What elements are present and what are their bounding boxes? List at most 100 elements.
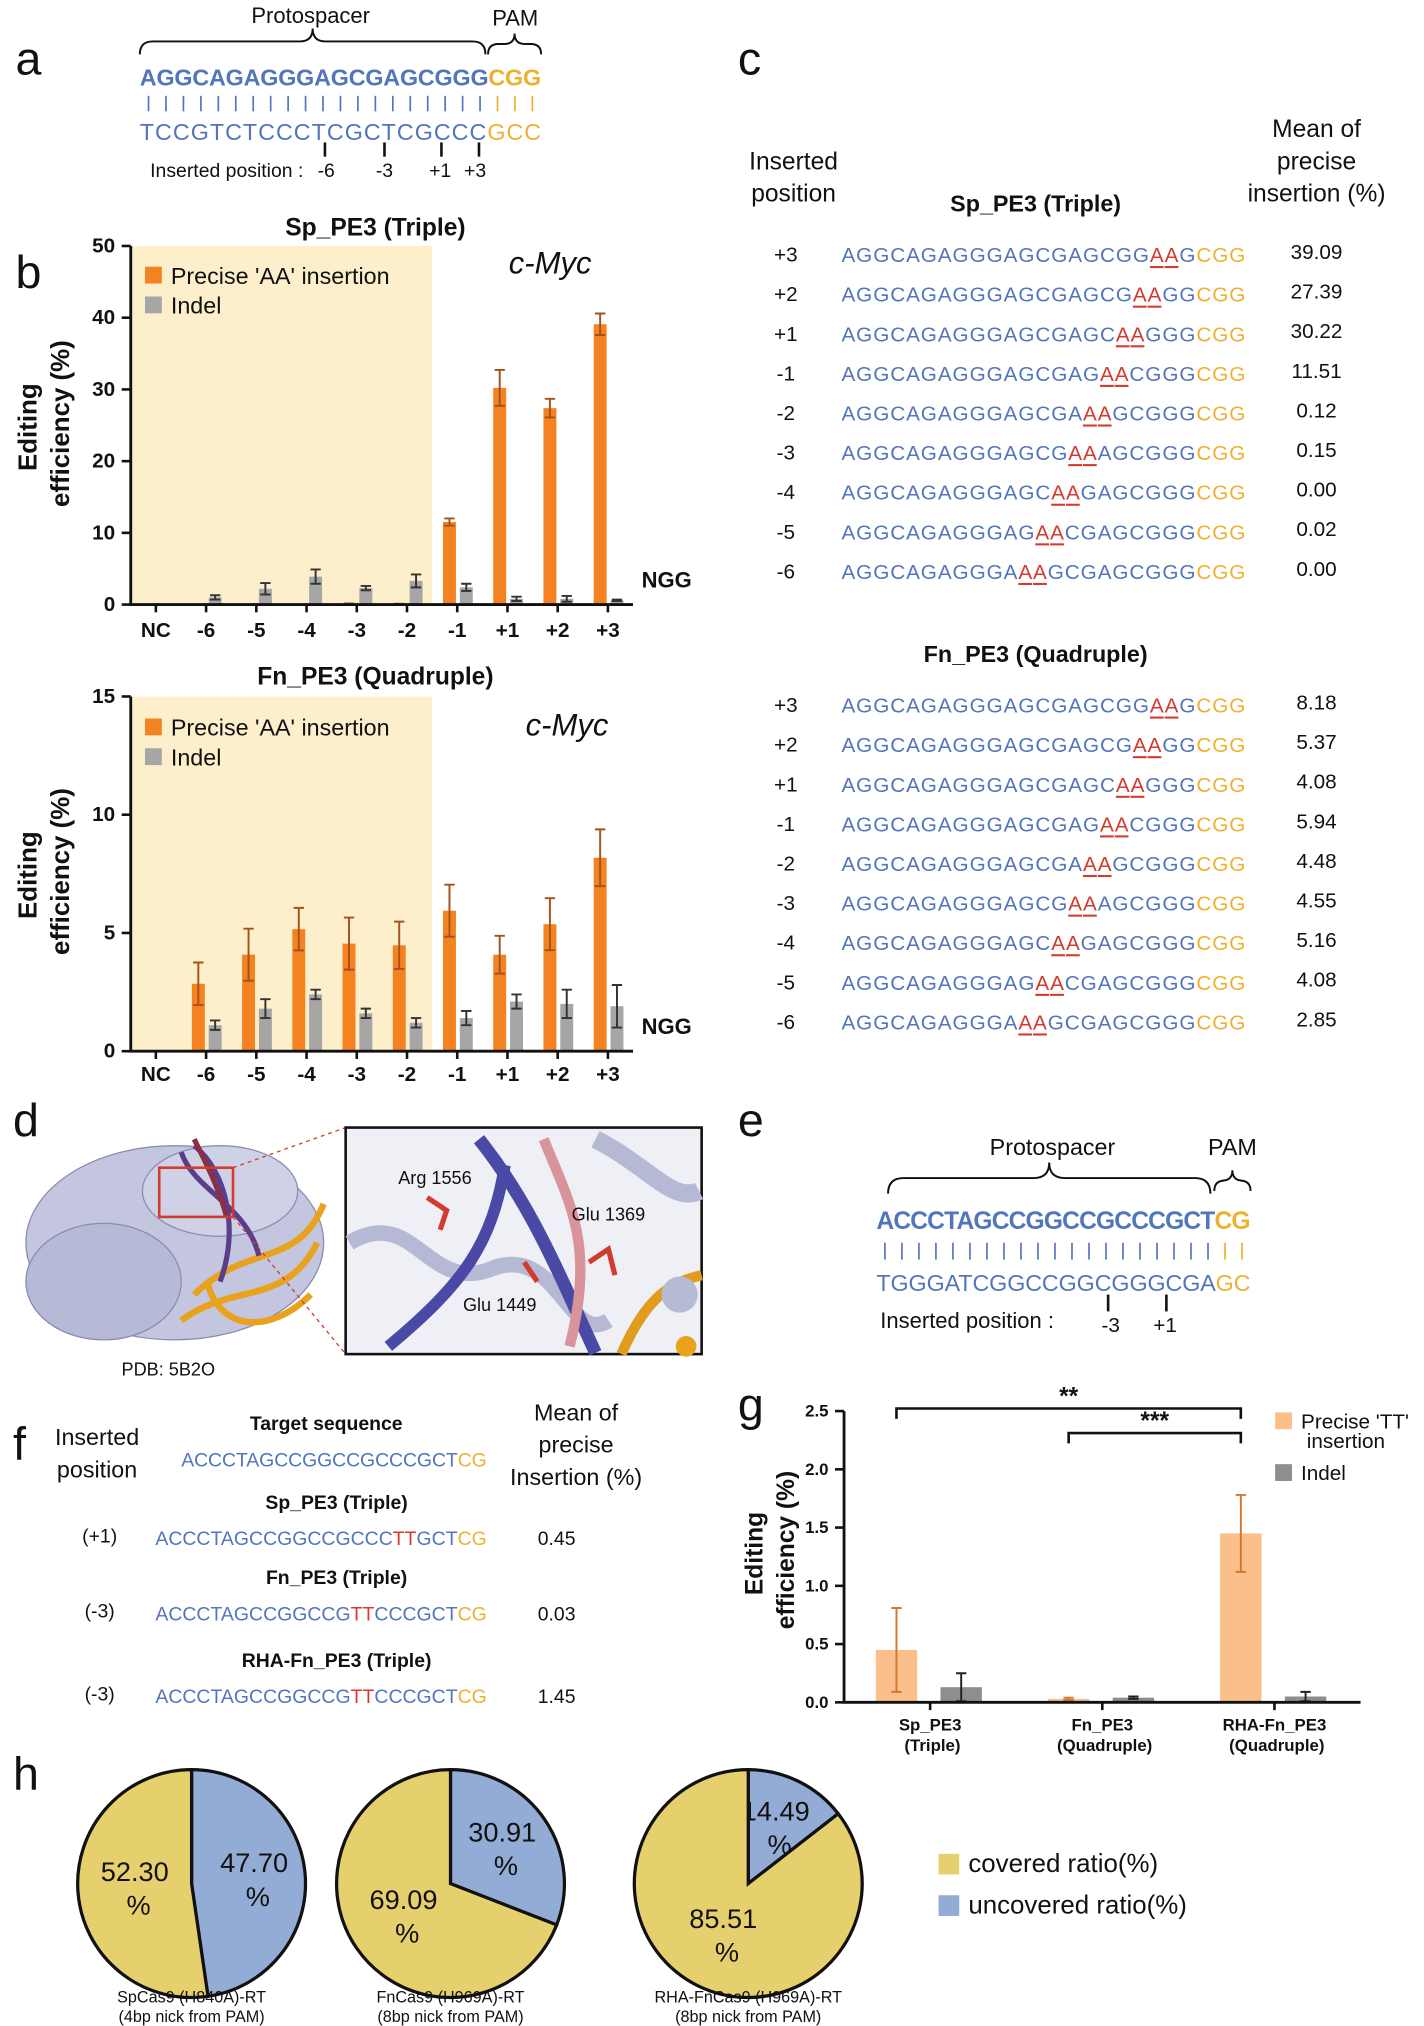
sequence-part: AGGCAGAGGGAGCGAG	[841, 813, 1099, 836]
sequence-part: AA	[1116, 323, 1145, 346]
position: +2	[774, 734, 798, 757]
mean-value: 0.15	[1296, 439, 1336, 462]
text-line: Indel	[1301, 1462, 1346, 1485]
text-line: 52.30	[101, 1855, 169, 1886]
mean-value: 0.12	[1296, 399, 1336, 422]
text-line: (Quadruple)	[1052, 1736, 1152, 1755]
residue-label: Glu 1449	[463, 1295, 537, 1315]
error-bar	[310, 988, 321, 1001]
legend-label: covered ratio(%)	[968, 1850, 1158, 1878]
legend-label: uncovered ratio(%)	[968, 1892, 1187, 1920]
sequence-part: G	[1179, 694, 1195, 717]
significance-bracket	[895, 1407, 1243, 1419]
sequence-part: AGCGGG	[1098, 442, 1196, 465]
text-line: RHA-Fn_PE3	[1223, 1715, 1327, 1734]
sequence: ACCCTAGCCGGCCGCCCTTGCTCG	[155, 1528, 486, 1550]
text-line: efficiency (%)	[47, 788, 75, 962]
text-line: %	[388, 1917, 420, 1948]
sequence-part: AA	[1083, 852, 1112, 875]
x-tick-label: +3	[596, 619, 620, 642]
position-label: -3	[376, 160, 393, 182]
pie-slice	[334, 1768, 559, 2000]
error-bar	[594, 828, 606, 888]
error-bar	[310, 568, 321, 585]
position: -1	[777, 362, 795, 385]
mean-value: 5.37	[1296, 731, 1336, 754]
y-axis-label: Editing efficiency (%)	[14, 340, 74, 514]
panel-label: g	[738, 1379, 764, 1431]
text-line: Precise 'AA' insertion	[171, 263, 390, 289]
sequence-part: CGG	[1196, 402, 1245, 425]
bar	[593, 324, 607, 605]
position: +1	[774, 323, 798, 346]
mean-value: 39.09	[1291, 241, 1343, 264]
caption: PDB: 5B2O	[121, 1360, 215, 1380]
x-tick-label: -2	[398, 619, 416, 642]
bar	[459, 1018, 473, 1052]
sequence-part: GG	[1162, 734, 1195, 757]
column-header: position	[751, 181, 836, 208]
sequence-part: AGGCAGAGGGAGCGAGCG	[841, 283, 1132, 306]
chart-title: Sp_PE3 (Triple)	[285, 214, 465, 241]
sequence-part: GCGGG	[1112, 402, 1195, 425]
error-bar	[1128, 1695, 1139, 1700]
sequence: AGGCAGAGGGAGCGAAAGCGGGCGG	[841, 442, 1245, 465]
position: -4	[777, 932, 795, 955]
text-line: (Quadruple)	[1225, 1736, 1325, 1755]
error-bar	[293, 906, 304, 952]
sequence-part: CGG	[1196, 283, 1245, 306]
inset-structure	[344, 1126, 704, 1357]
panel-label: b	[16, 246, 42, 298]
sequence-part: CGG	[1196, 971, 1245, 994]
sequence-part: ACCCTAGCCGGCCGCCCGCT	[181, 1449, 458, 1471]
sequence-part: CGG	[1196, 1011, 1245, 1034]
position: +3	[774, 694, 798, 717]
x-tick-label: Sp_PE3 (Triple)	[899, 1715, 962, 1755]
error-bar	[209, 1019, 221, 1031]
bar	[610, 600, 624, 605]
sequence-part: AGGCAGAGGGAGC	[841, 932, 1050, 955]
sequence-part: G	[1179, 244, 1195, 267]
sequence-part: AA	[1018, 560, 1047, 583]
sequence-part: CGG	[1196, 932, 1245, 955]
position: +2	[774, 283, 798, 306]
column-header: position	[57, 1456, 137, 1482]
sequence: AGGCAGAGGGAGCGAGAACGGGCGG	[841, 362, 1245, 385]
position: -2	[777, 852, 795, 875]
sequence: AGGCAGAGGGAGCGAAAGCGGGCGG	[841, 402, 1245, 425]
bar	[309, 994, 323, 1052]
pie-slice	[632, 1768, 864, 2000]
error-bar	[511, 595, 522, 602]
brace	[887, 1162, 1212, 1194]
mean-value: 0.00	[1296, 479, 1336, 502]
residue-label: Glu 1369	[572, 1204, 646, 1224]
y-tick-label: 0.0	[805, 1693, 828, 1712]
bar	[258, 1008, 272, 1052]
sequence-part: AA	[1035, 521, 1064, 544]
error-bar	[410, 573, 422, 589]
sequence-part: AGGCAGAGGGAGCGA	[841, 852, 1082, 875]
panel-label: e	[738, 1094, 764, 1146]
y-tick-label: 0	[104, 593, 116, 616]
sequence-part: AA	[1150, 694, 1179, 717]
text-line: 30.91	[468, 1816, 536, 1847]
sequence-part: CGG	[1196, 323, 1245, 346]
bar	[543, 924, 557, 1052]
bar	[593, 857, 607, 1052]
error-bar	[394, 920, 405, 970]
sequence: AGGCAGAGGGAGCGAGCGAAGGCGG	[841, 283, 1245, 306]
sequence: TGGGATCGGCCGGCGGGCGAGC	[876, 1270, 1250, 1296]
protospacer-label: Protospacer	[251, 3, 370, 28]
error-bar	[193, 961, 204, 1007]
x-tick-label: +2	[546, 1063, 570, 1086]
error-bar	[444, 883, 455, 938]
legend-label: Indel	[1301, 1462, 1346, 1485]
error-bar	[611, 598, 623, 602]
sequence-part: CGG	[1196, 481, 1245, 504]
y-tick-label: 50	[92, 234, 115, 257]
legend-swatch	[144, 748, 162, 766]
bar	[442, 910, 456, 1052]
column-header: Inserted	[749, 148, 838, 175]
bar	[493, 954, 507, 1052]
sequence: AGGCAGAGGGAAAGCGAGCGGGCGG	[841, 560, 1245, 583]
